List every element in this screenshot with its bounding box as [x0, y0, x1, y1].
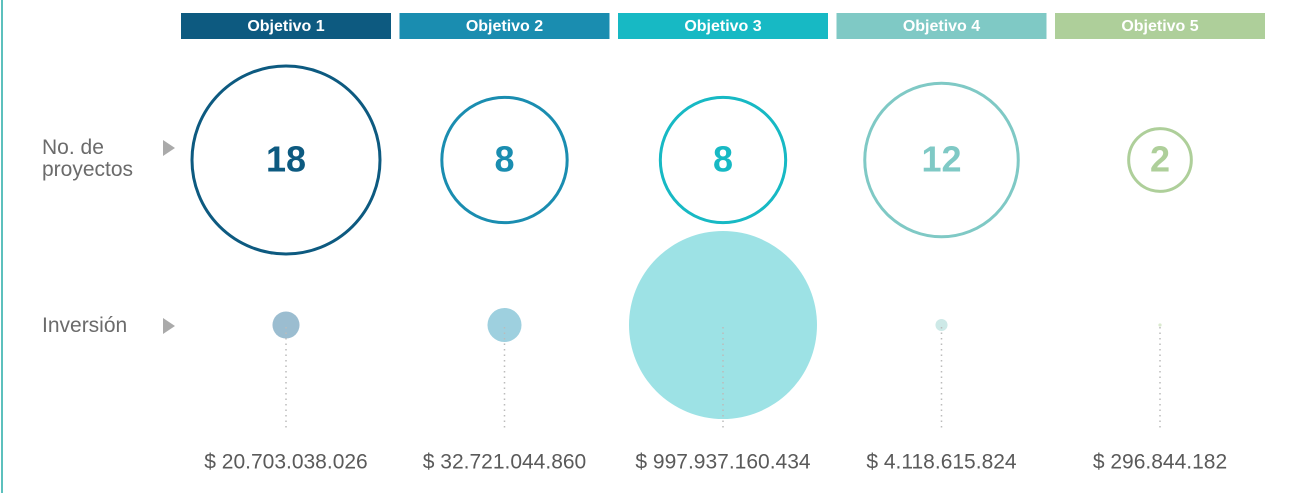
investment-bubble [272, 311, 300, 339]
investment-label: $ 296.844.182 [1093, 451, 1227, 474]
project-bubble [1127, 127, 1193, 193]
project-bubble [658, 95, 788, 225]
project-count: 18 [266, 139, 306, 180]
investment-bubble [629, 231, 817, 419]
project-bubble [440, 95, 569, 225]
header-bar [618, 13, 828, 39]
investment-label: $ 32.721.044.860 [423, 451, 587, 474]
header-bar [181, 13, 391, 39]
header-bar [836, 13, 1047, 39]
project-count: 2 [1150, 139, 1170, 180]
project-count: 8 [494, 139, 514, 180]
row-label: Inversión [42, 314, 128, 337]
row-label: No. de proyectos [42, 136, 134, 181]
investment-bubble [487, 307, 522, 343]
project-bubble [190, 64, 382, 256]
header-bar [1055, 13, 1265, 39]
header-label: Objetivo 1 [247, 18, 324, 35]
row-arrow [163, 140, 175, 156]
header-label: Objetivo 3 [684, 18, 761, 35]
header-label: Objetivo 5 [1121, 18, 1198, 35]
header-label: Objetivo 4 [903, 18, 980, 35]
header-bar [399, 13, 610, 39]
project-bubble [863, 81, 1020, 239]
investment-bubble [1158, 323, 1162, 327]
project-count: 12 [921, 139, 961, 180]
investment-label: $ 20.703.038.026 [204, 451, 368, 474]
project-count: 8 [713, 139, 733, 180]
header-label: Objetivo 2 [466, 18, 543, 35]
row-arrow [163, 318, 175, 334]
investment-bubble [935, 318, 948, 332]
investment-label: $ 997.937.160.434 [635, 451, 810, 474]
investment-label: $ 4.118.615.824 [866, 451, 1017, 474]
